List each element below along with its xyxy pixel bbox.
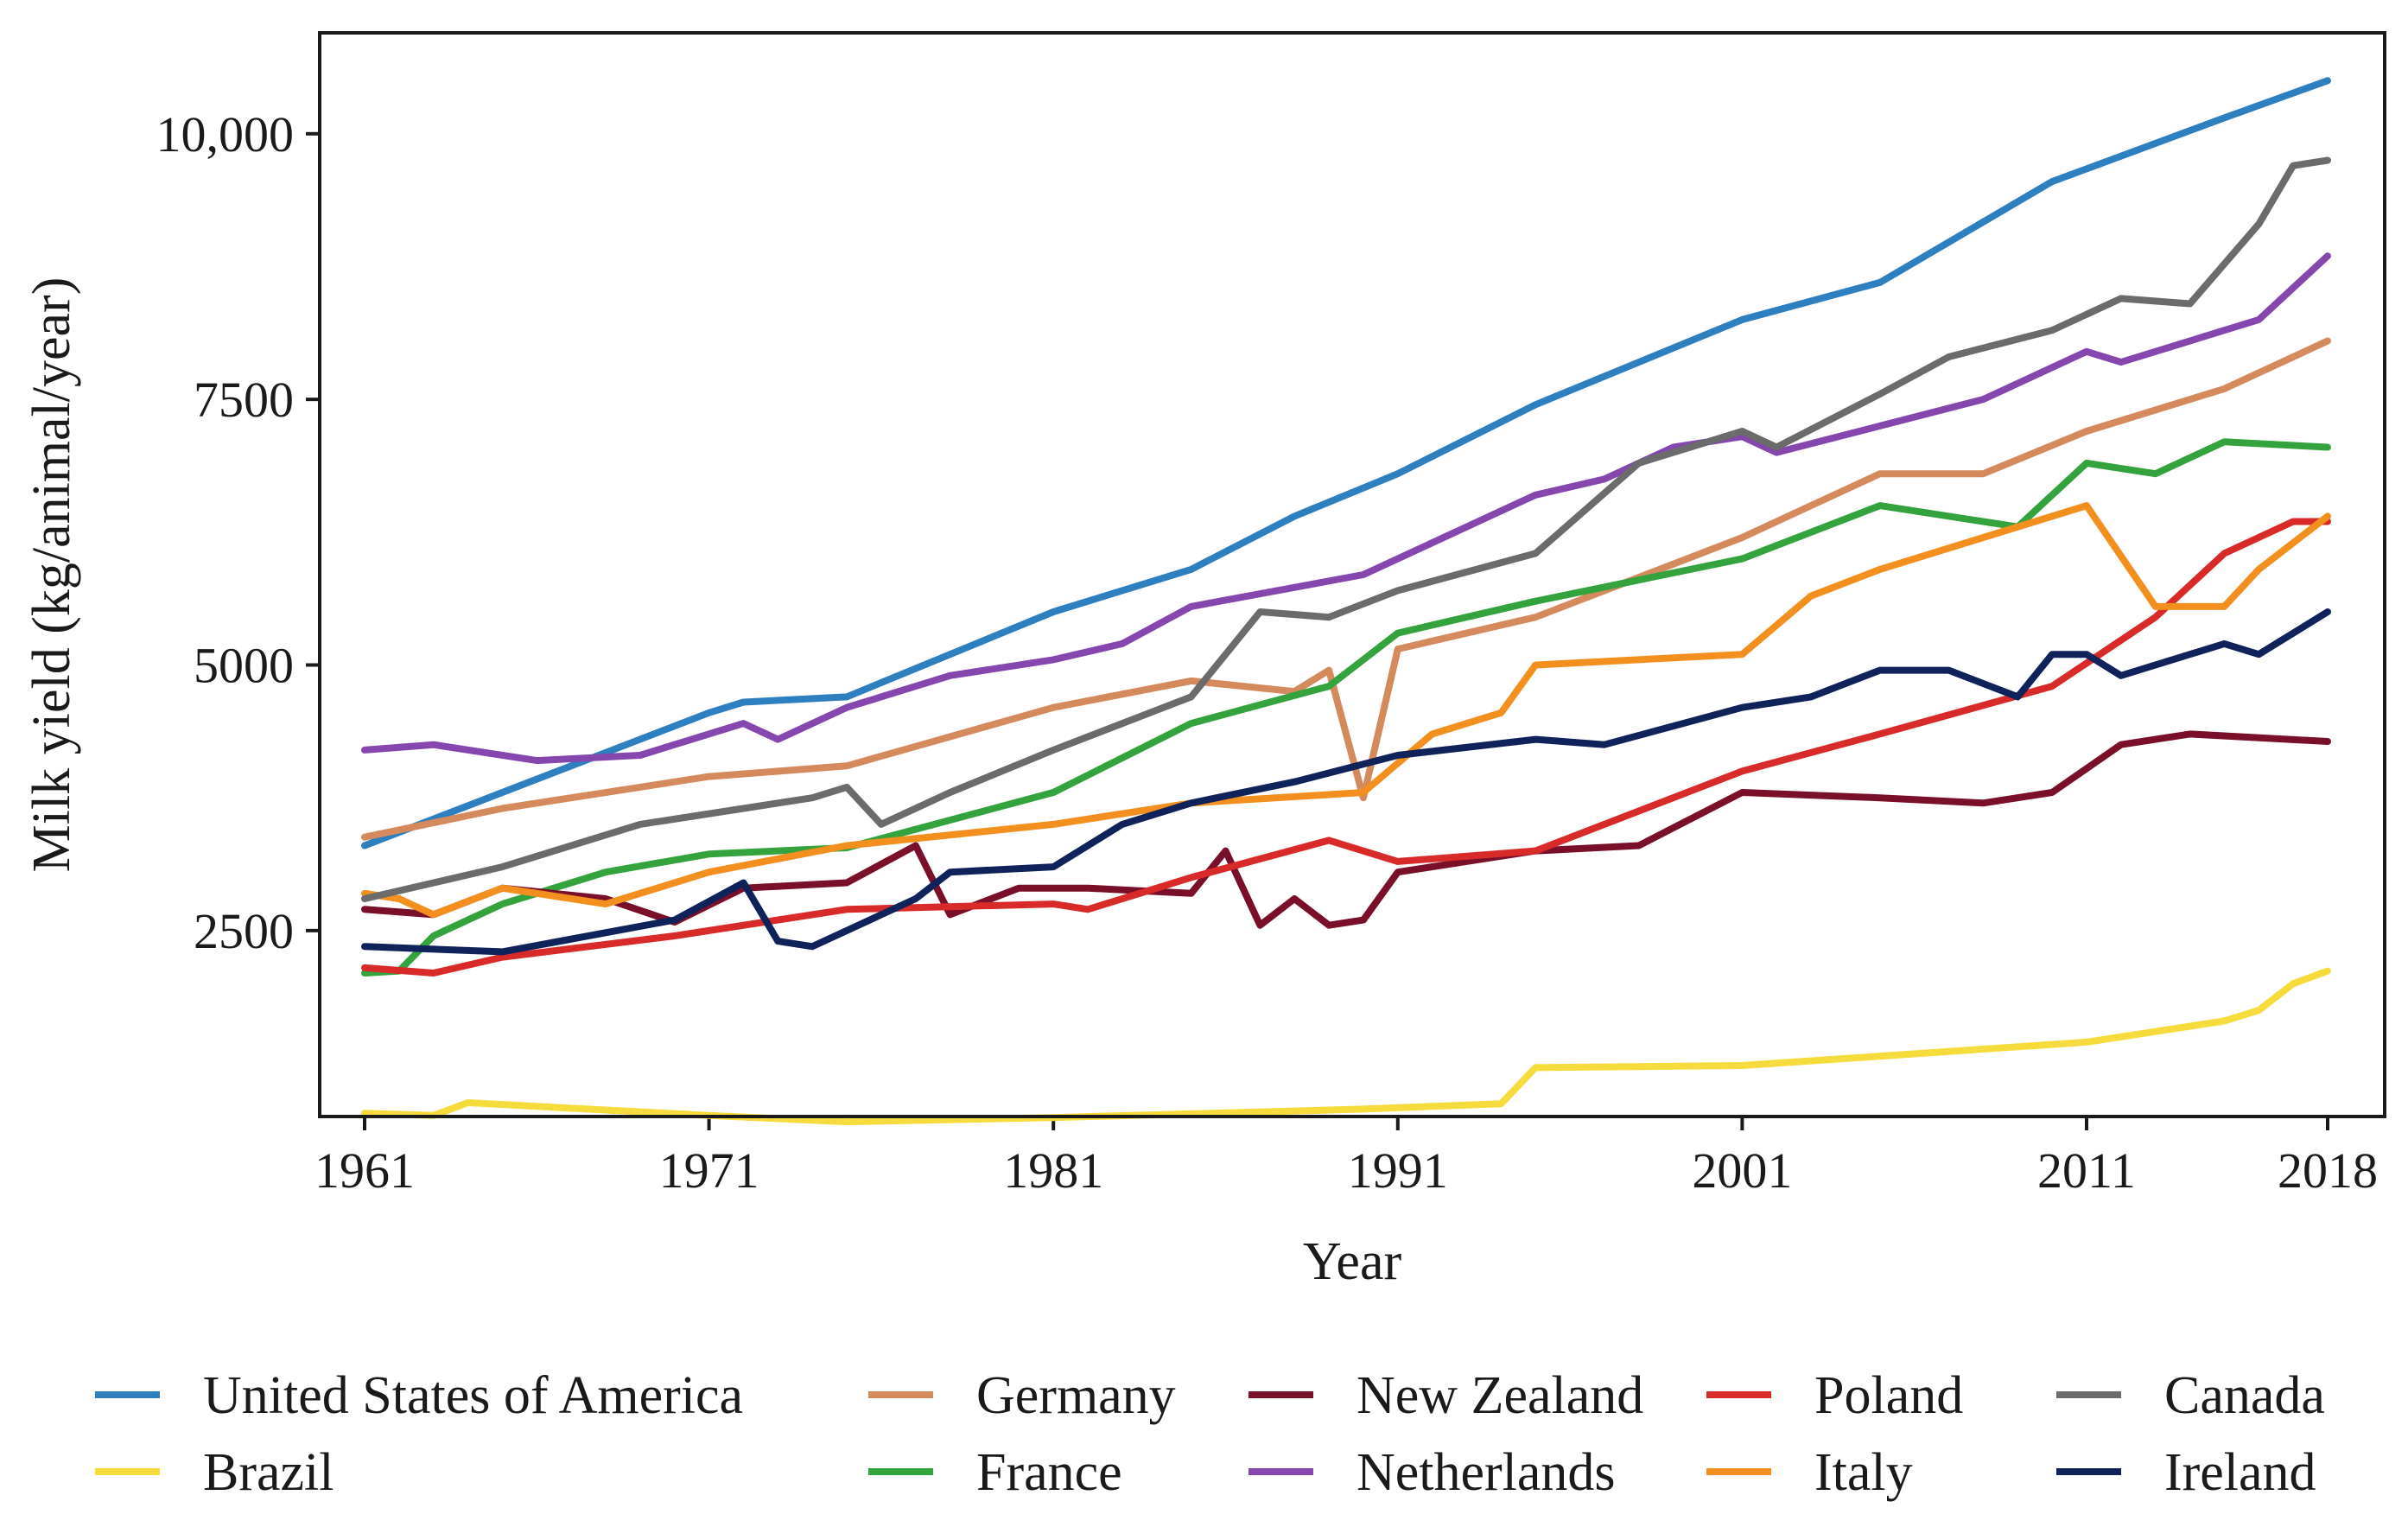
y-tick-label: 10,000 bbox=[156, 106, 295, 162]
legend-label-italy: Italy bbox=[1814, 1443, 1913, 1502]
x-tick-label: 1971 bbox=[659, 1142, 759, 1199]
tick-labels: 1961 1971 1981 1991 2001 2011 2018 2500 5000 7500… bbox=[156, 106, 2379, 1199]
y-axis-title: Milk yield (kg/animal/year) bbox=[22, 277, 81, 873]
legend-label-france: France bbox=[976, 1443, 1122, 1502]
series-line-italy bbox=[361, 502, 2331, 919]
series-line-united-states-of-america bbox=[361, 77, 2331, 849]
x-tick-label: 2018 bbox=[2278, 1142, 2378, 1199]
legend-label-netherlands: Netherlands bbox=[1356, 1443, 1616, 1502]
x-tick-label: 1981 bbox=[1003, 1142, 1103, 1199]
series-line-ireland bbox=[361, 608, 2331, 956]
legend-label-new-zealand: New Zealand bbox=[1356, 1366, 1643, 1425]
legend-label-canada: Canada bbox=[2164, 1366, 2325, 1425]
series-line-canada bbox=[361, 156, 2331, 902]
plot-frame bbox=[318, 31, 2386, 1118]
series-line-new-zealand bbox=[361, 730, 2331, 929]
axis-ticks bbox=[306, 131, 2329, 1130]
legend: United States of America Germany New Zeala… bbox=[95, 1366, 2325, 1502]
series-line-germany bbox=[361, 337, 2331, 841]
x-tick-label: 2001 bbox=[1692, 1142, 1792, 1199]
series-line-brazil bbox=[361, 967, 2331, 1126]
series-line-netherlands bbox=[361, 252, 2331, 765]
legend-label-poland: Poland bbox=[1814, 1366, 1963, 1425]
plot-lines bbox=[361, 77, 2331, 1126]
x-tick-label: 1991 bbox=[1348, 1142, 1448, 1199]
y-tick-label: 2500 bbox=[194, 903, 294, 959]
y-tick-label: 5000 bbox=[194, 638, 294, 694]
legend-label-germany: Germany bbox=[976, 1366, 1176, 1425]
legend-label-united-states-of-america: United States of America bbox=[203, 1366, 743, 1425]
x-tick-label: 2011 bbox=[2037, 1142, 2136, 1199]
legend-label-brazil: Brazil bbox=[203, 1443, 334, 1502]
series-line-france bbox=[361, 438, 2331, 977]
legend-label-ireland: Ireland bbox=[2164, 1443, 2316, 1502]
x-axis-title: Year bbox=[1303, 1232, 1402, 1291]
x-tick-label: 1961 bbox=[315, 1142, 415, 1199]
y-tick-label: 7500 bbox=[194, 372, 294, 428]
